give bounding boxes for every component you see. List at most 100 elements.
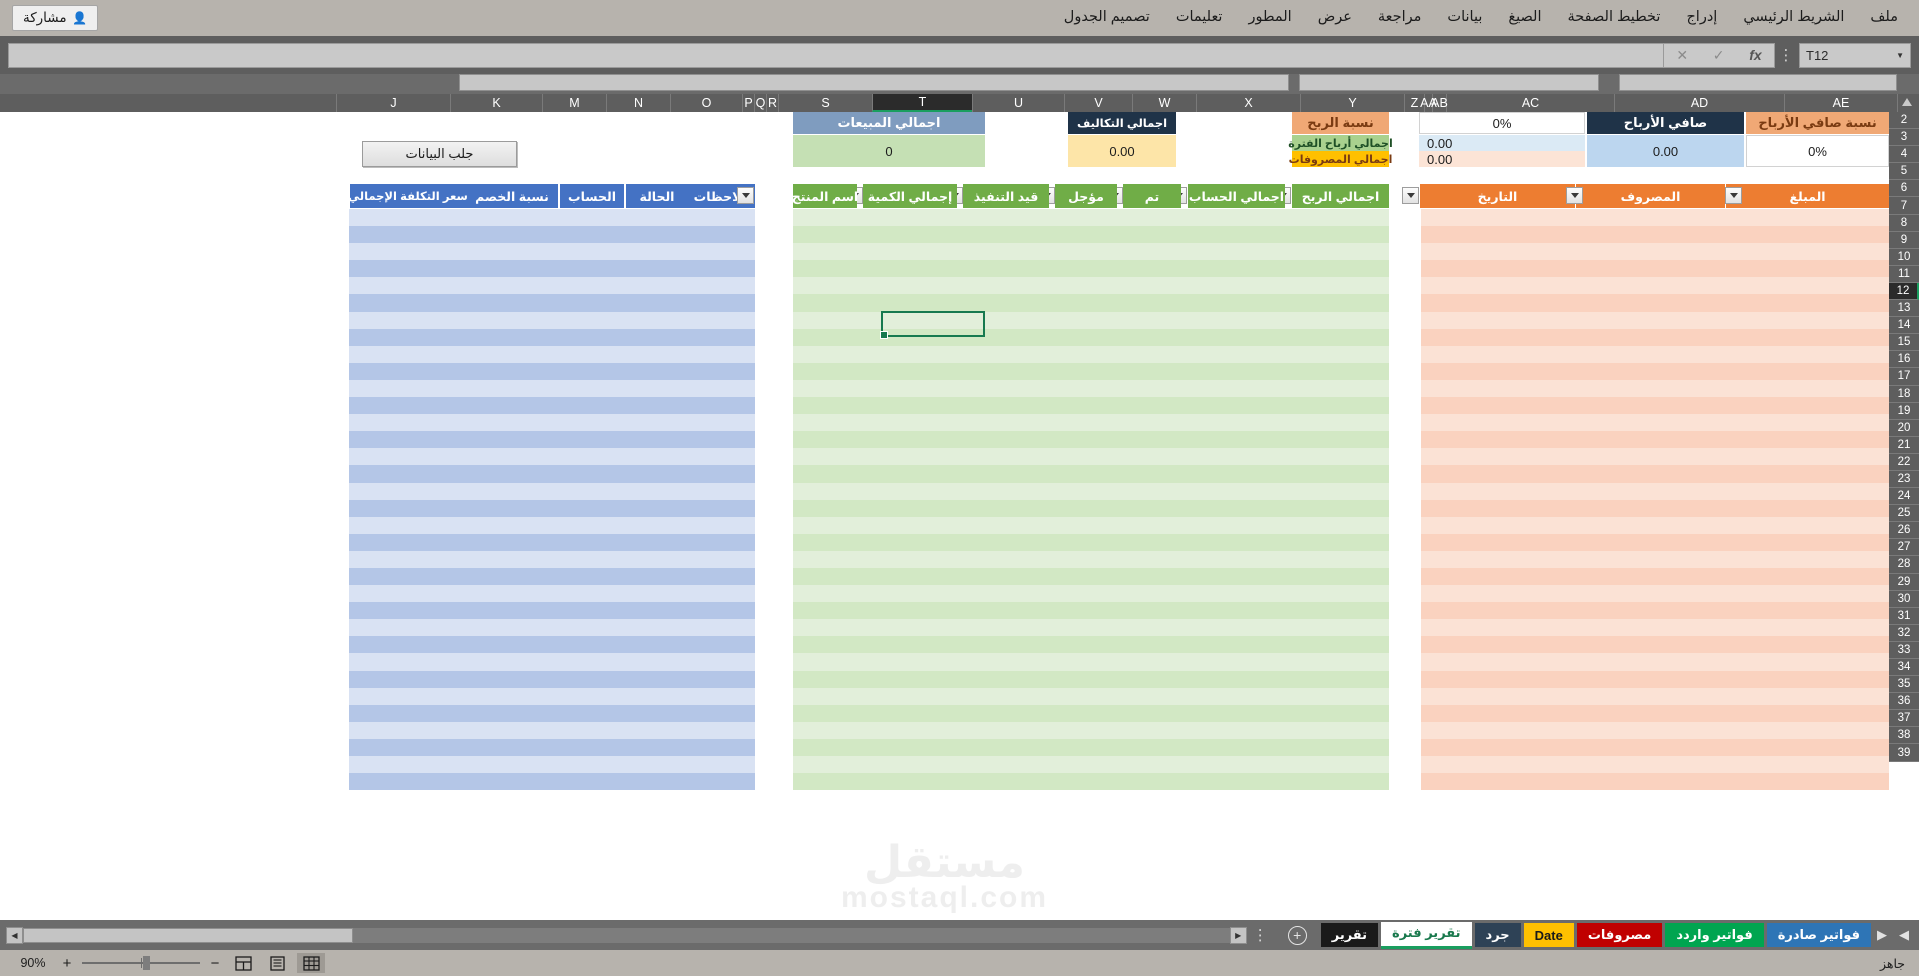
row-header-27[interactable]: 27 (1889, 539, 1919, 557)
share-button[interactable]: 👤 مشاركة (12, 5, 98, 31)
ribbon-tab-home[interactable]: الشريط الرئيسي (1743, 9, 1845, 26)
table-row[interactable] (1421, 619, 1889, 637)
filter-icon-date[interactable] (1402, 187, 1419, 204)
table-row[interactable] (793, 721, 1389, 739)
inventory-table-body[interactable] (349, 209, 755, 791)
row-header-19[interactable]: 19 (1889, 403, 1919, 420)
row-header-34[interactable]: 34 (1889, 659, 1919, 677)
row-header-39[interactable]: 39 (1889, 744, 1919, 762)
table-row[interactable] (1421, 311, 1889, 329)
column-header-R[interactable]: R (766, 94, 778, 112)
table-row[interactable] (793, 294, 1389, 312)
table-row[interactable] (349, 550, 755, 568)
table-row[interactable] (1421, 773, 1889, 791)
table-row[interactable] (1421, 738, 1889, 756)
table-row[interactable] (1421, 414, 1889, 432)
row-header-10[interactable]: 10 (1889, 249, 1919, 266)
plus-icon[interactable]: + (62, 954, 72, 972)
row-header-17[interactable]: 17 (1889, 368, 1919, 386)
column-header-Z[interactable]: Z (1404, 94, 1424, 112)
page-layout-view-icon[interactable] (263, 953, 291, 973)
table-row[interactable] (793, 209, 1389, 227)
table-row[interactable] (1421, 533, 1889, 551)
table-row[interactable] (793, 636, 1389, 654)
table-row[interactable] (349, 721, 755, 739)
column-header-AB[interactable]: AB (1431, 94, 1448, 112)
sheet-tab-outgoing-invoices[interactable]: فواتير صادرة (1766, 923, 1871, 947)
column-header-S[interactable]: S (778, 94, 872, 112)
sheet-tab-date[interactable]: Date (1523, 923, 1574, 947)
table-row[interactable] (1421, 379, 1889, 398)
table-row[interactable] (349, 756, 755, 774)
table-header-amount[interactable]: المبلغ (1726, 184, 1889, 208)
row-header-18[interactable]: 18 (1889, 386, 1919, 403)
table-header-product-name[interactable]: اسم المنتج (792, 184, 858, 208)
column-header-AC[interactable]: AC (1446, 94, 1614, 112)
table-row[interactable] (793, 704, 1389, 722)
table-row[interactable] (1421, 687, 1889, 705)
table-row[interactable] (1421, 431, 1889, 449)
table-row[interactable] (1421, 636, 1889, 654)
scroll-right-icon[interactable]: ▶ (1229, 926, 1247, 944)
column-header-N[interactable]: N (606, 94, 670, 112)
table-row[interactable] (349, 773, 755, 791)
table-row[interactable] (793, 243, 1389, 261)
table-row[interactable] (349, 431, 755, 449)
table-row[interactable] (793, 619, 1389, 637)
table-row[interactable] (793, 499, 1389, 517)
row-header-23[interactable]: 23 (1889, 471, 1919, 489)
table-row[interactable] (1421, 567, 1889, 586)
table-header-status[interactable]: الحالة (626, 184, 688, 208)
table-row[interactable] (349, 243, 755, 261)
row-header-26[interactable]: 26 (1889, 522, 1919, 540)
chevron-down-icon[interactable]: ▼ (1896, 50, 1904, 60)
column-header-U[interactable]: U (972, 94, 1064, 112)
table-row[interactable] (793, 550, 1389, 568)
row-header-7[interactable]: 7 (1889, 197, 1919, 215)
table-row[interactable] (1421, 328, 1889, 346)
zoom-slider-thumb[interactable] (143, 956, 151, 970)
table-row[interactable] (793, 414, 1389, 432)
column-header-AD[interactable]: AD (1614, 94, 1784, 112)
table-header-deferred[interactable]: مؤجل (1055, 184, 1117, 208)
table-row[interactable] (349, 379, 755, 398)
scroll-thumb[interactable] (23, 927, 353, 943)
table-row[interactable] (1421, 653, 1889, 671)
scroll-track[interactable] (23, 927, 1230, 943)
cancel-x-icon[interactable]: ✕ (1676, 46, 1689, 63)
table-row[interactable] (349, 704, 755, 722)
table-row[interactable] (349, 397, 755, 415)
row-header-25[interactable]: 25 (1889, 505, 1919, 523)
sales-table-body[interactable] (793, 209, 1389, 791)
ribbon-tab-formulas[interactable]: الصيغ (1508, 9, 1542, 26)
table-row[interactable] (793, 328, 1389, 346)
sheet-canvas[interactable]: نسبة صافي الأرباح 0% صافي الأرباح 0.00 0… (0, 112, 1889, 920)
table-row[interactable] (349, 277, 755, 295)
column-header-AE[interactable]: AE (1784, 94, 1897, 112)
column-header-M[interactable]: M (542, 94, 606, 112)
table-row[interactable] (349, 226, 755, 244)
zoom-slider[interactable] (82, 956, 200, 970)
table-row[interactable] (349, 294, 755, 312)
table-row[interactable] (793, 379, 1389, 398)
table-row[interactable] (1421, 670, 1889, 688)
table-row[interactable] (793, 448, 1389, 466)
table-row[interactable] (349, 670, 755, 688)
table-row[interactable] (349, 585, 755, 603)
row-header-13[interactable]: 13 (1889, 300, 1919, 318)
table-row[interactable] (1421, 260, 1889, 278)
table-row[interactable] (1421, 721, 1889, 739)
table-row[interactable] (793, 516, 1389, 534)
row-header-21[interactable]: 21 (1889, 437, 1919, 454)
table-row[interactable] (1421, 243, 1889, 261)
table-header-total-profit[interactable]: اجمالي الربح (1292, 184, 1389, 208)
table-row[interactable] (349, 687, 755, 705)
select-all-corner[interactable] (1897, 94, 1919, 112)
table-row[interactable] (1421, 209, 1889, 227)
row-header-38[interactable]: 38 (1889, 727, 1919, 745)
row-header-35[interactable]: 35 (1889, 676, 1919, 694)
table-row[interactable] (1421, 499, 1889, 517)
table-row[interactable] (349, 311, 755, 329)
table-row[interactable] (1421, 516, 1889, 534)
table-row[interactable] (793, 585, 1389, 603)
